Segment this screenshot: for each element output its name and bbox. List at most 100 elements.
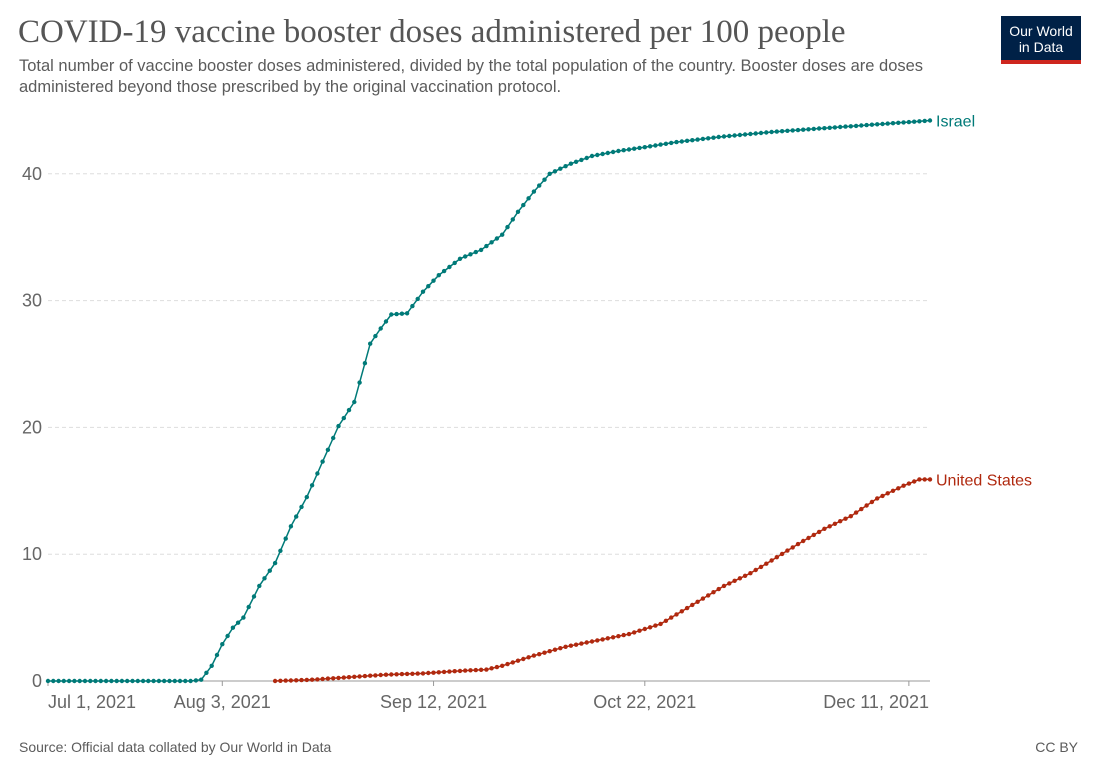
data-point — [890, 488, 896, 493]
data-point — [352, 399, 357, 405]
data-point — [853, 510, 859, 515]
data-point — [167, 678, 172, 684]
data-point — [795, 127, 801, 133]
data-point — [721, 134, 727, 139]
data-point — [494, 236, 500, 241]
data-point — [711, 135, 716, 140]
data-point — [45, 678, 51, 684]
data-point — [204, 670, 209, 675]
data-point — [885, 121, 890, 126]
data-point — [906, 481, 912, 486]
data-point — [431, 670, 436, 675]
data-point — [473, 667, 478, 673]
data-point — [66, 678, 72, 684]
data-point — [251, 594, 257, 599]
data-point — [109, 678, 114, 684]
data-point — [637, 628, 642, 633]
data-point — [510, 660, 515, 665]
data-point — [727, 581, 732, 586]
data-point — [674, 612, 679, 617]
data-point — [162, 678, 167, 684]
data-point — [447, 669, 452, 674]
data-point — [352, 674, 357, 679]
data-point — [510, 217, 515, 222]
data-point — [832, 125, 838, 130]
data-point — [579, 157, 584, 163]
data-point — [790, 545, 795, 550]
data-point — [489, 666, 494, 671]
data-point — [283, 678, 288, 683]
data-point — [489, 240, 494, 245]
data-point — [394, 672, 399, 677]
data-point — [368, 673, 373, 678]
data-point — [621, 148, 626, 153]
data-point — [822, 126, 827, 131]
data-point — [383, 672, 389, 677]
data-point — [753, 131, 758, 136]
data-point — [732, 578, 737, 583]
data-point — [674, 139, 679, 145]
data-point — [220, 642, 225, 647]
data-point — [727, 133, 732, 139]
data-point — [309, 483, 315, 488]
data-point — [130, 678, 135, 684]
data-point — [848, 124, 853, 129]
data-point — [526, 655, 531, 660]
data-point — [669, 140, 674, 146]
source-note: Source: Official data collated by Our Wo… — [19, 739, 332, 755]
y-tick-label: 20 — [22, 417, 42, 437]
data-point — [441, 669, 447, 675]
data-point — [140, 678, 146, 684]
data-point — [706, 136, 711, 141]
x-tick-label: Oct 22, 2021 — [593, 692, 696, 712]
data-point — [146, 678, 151, 684]
data-point — [827, 125, 832, 130]
data-point — [764, 561, 769, 566]
data-point — [922, 477, 927, 482]
data-point — [653, 143, 658, 148]
data-point — [896, 486, 901, 491]
data-point — [383, 319, 389, 324]
owid-logo[interactable]: Our World in Data — [1001, 16, 1081, 64]
data-point — [457, 668, 463, 674]
data-point — [875, 122, 880, 127]
data-point — [484, 243, 489, 249]
data-point — [663, 141, 669, 146]
data-point — [774, 555, 779, 560]
data-point — [679, 609, 684, 614]
data-point — [378, 672, 383, 678]
data-point — [832, 521, 838, 526]
data-point — [684, 605, 690, 611]
data-point — [589, 639, 595, 644]
data-point — [547, 649, 552, 654]
data-point — [515, 658, 521, 663]
data-point — [769, 129, 774, 135]
data-point — [531, 653, 537, 658]
data-point — [658, 142, 663, 147]
data-point — [779, 129, 785, 134]
data-point — [294, 678, 299, 683]
data-point — [183, 678, 188, 684]
data-point — [632, 146, 637, 151]
data-point — [473, 249, 478, 255]
data-point — [584, 155, 589, 161]
data-point — [478, 667, 484, 672]
data-point — [610, 635, 616, 640]
data-point — [500, 232, 505, 237]
data-point — [288, 678, 294, 683]
data-point — [320, 676, 325, 682]
data-point — [537, 652, 542, 657]
data-point — [505, 661, 510, 667]
data-point — [669, 615, 674, 620]
data-point — [642, 145, 647, 150]
data-point — [695, 599, 700, 604]
data-point — [368, 341, 373, 346]
data-point — [912, 479, 917, 484]
data-point — [51, 678, 56, 684]
license-link[interactable]: CC BY — [1035, 739, 1078, 755]
data-point — [399, 311, 405, 316]
data-point — [589, 153, 595, 159]
data-point — [103, 678, 109, 684]
data-point — [505, 224, 510, 230]
data-point — [700, 596, 706, 601]
